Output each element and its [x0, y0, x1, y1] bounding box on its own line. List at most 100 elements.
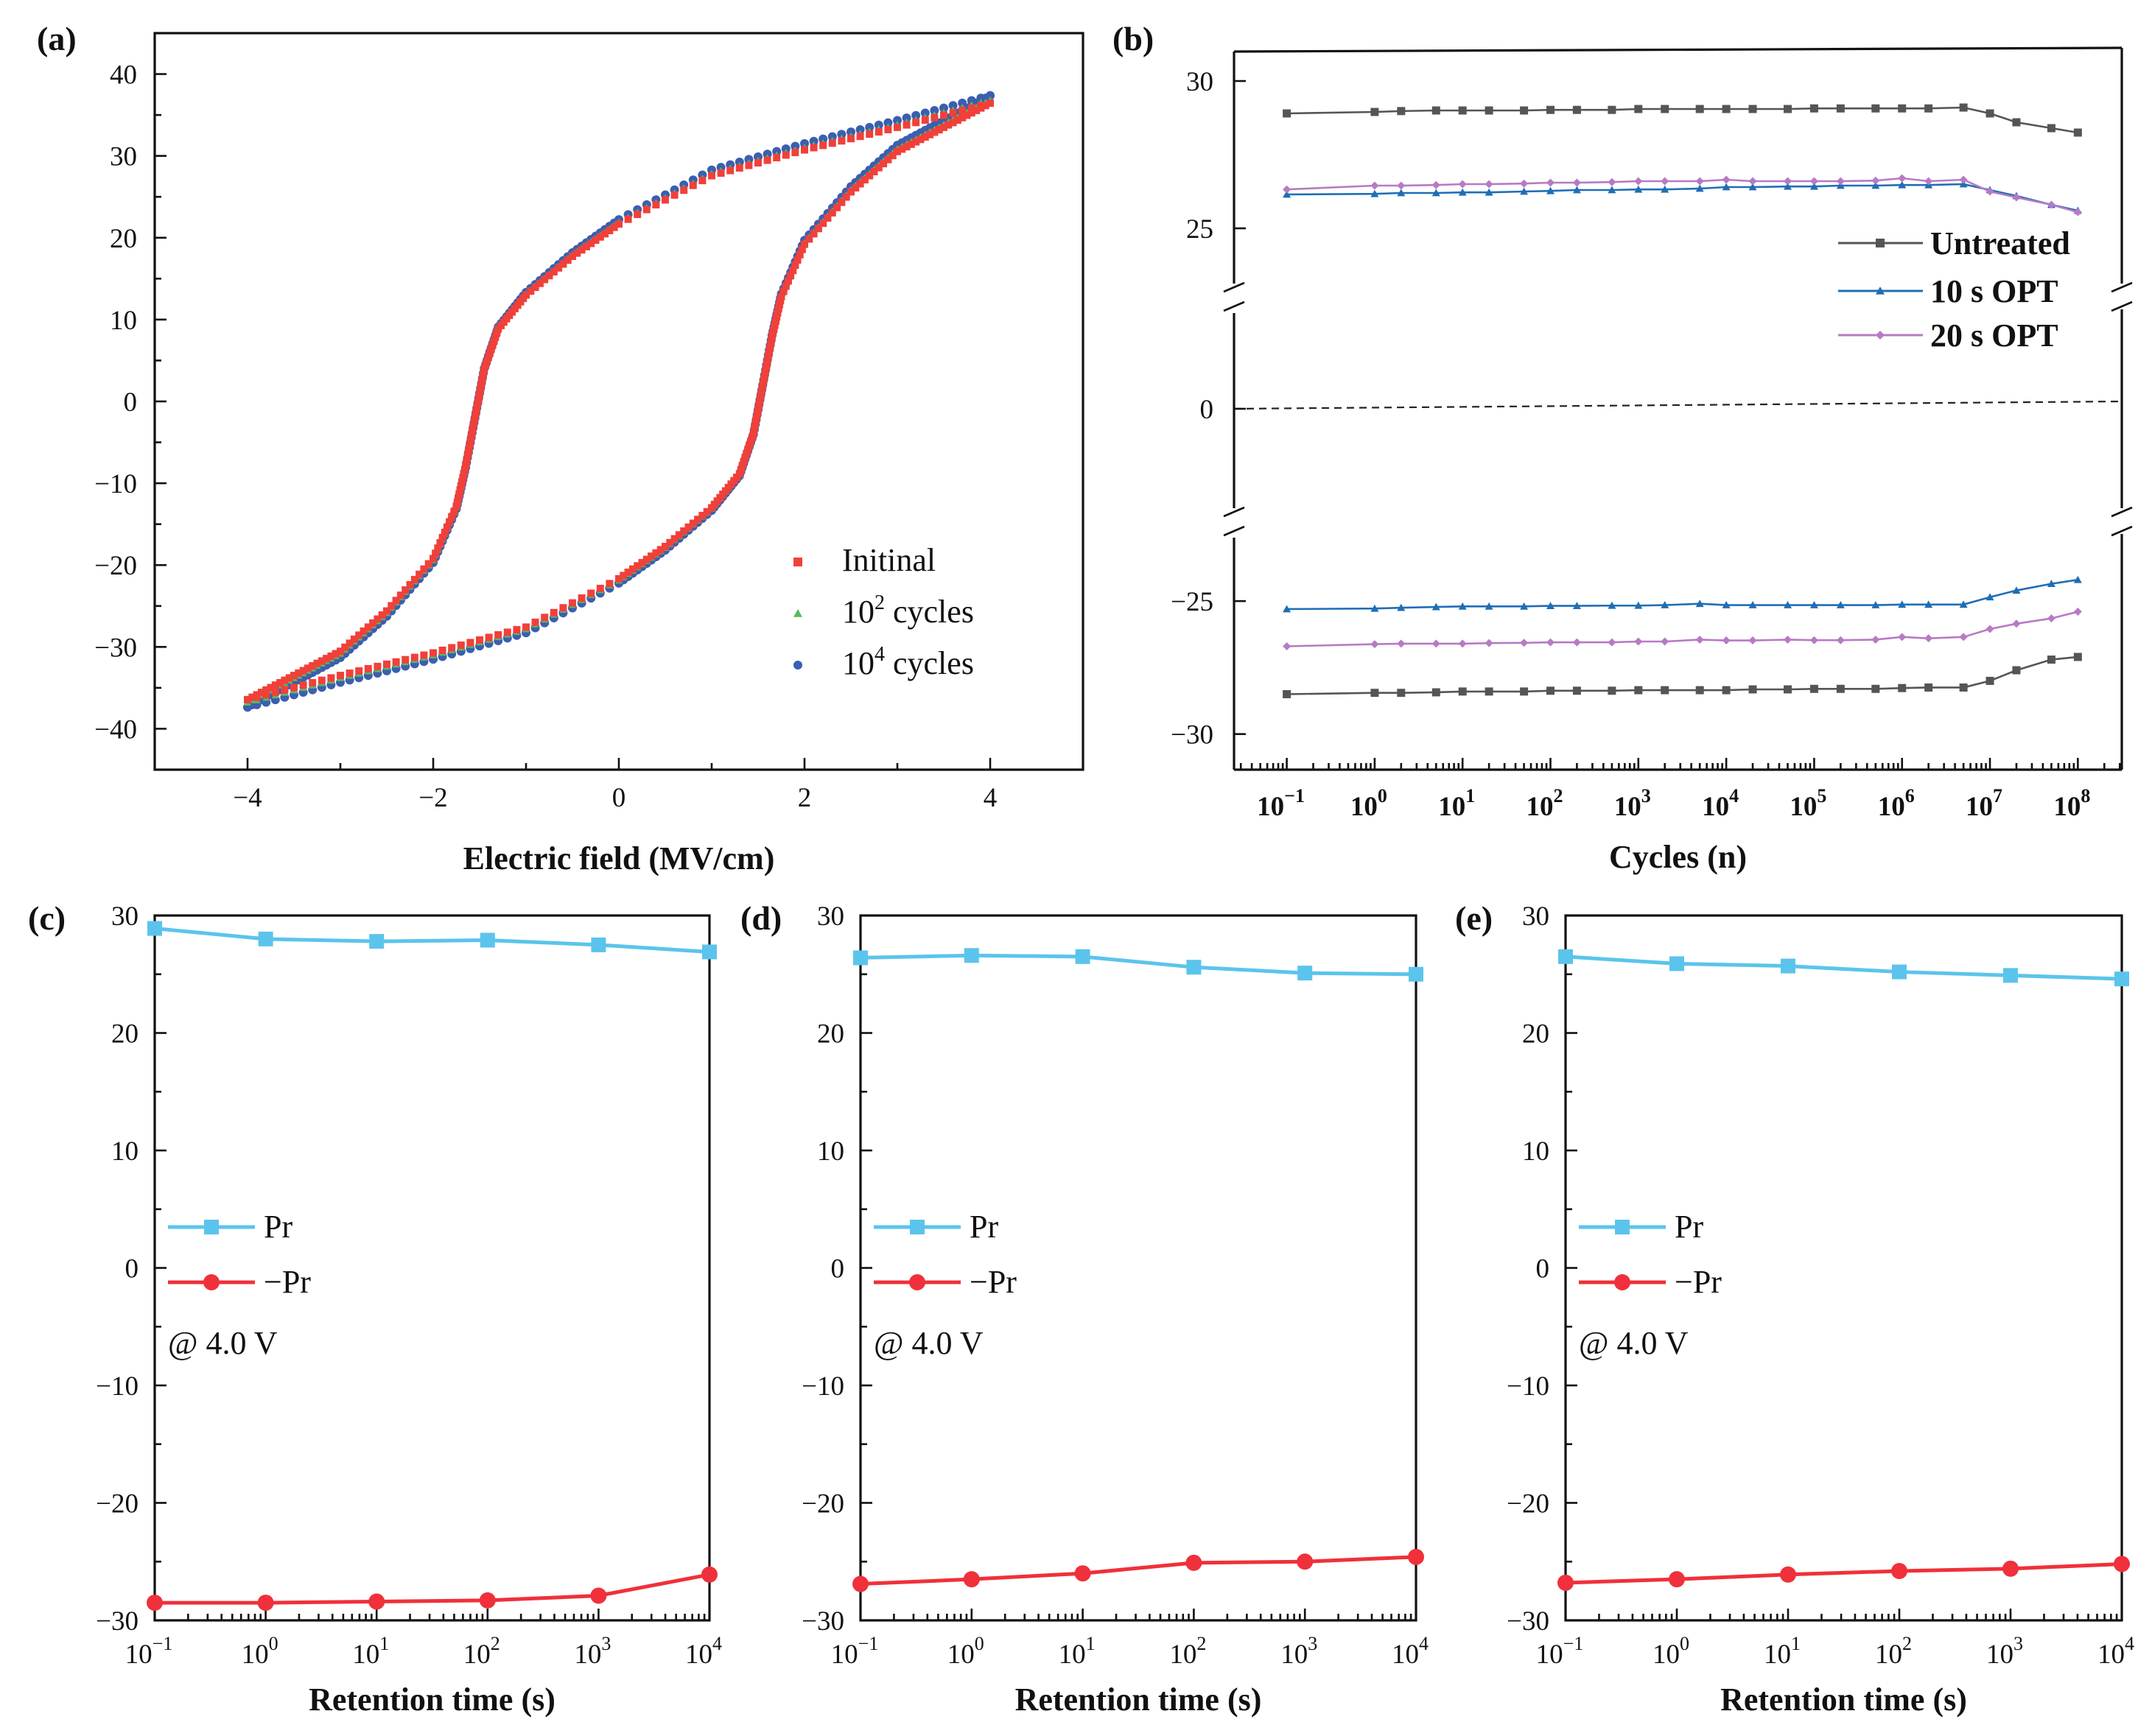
data-point [828, 208, 836, 217]
data-point [940, 123, 947, 131]
data-point [267, 683, 275, 692]
data-point [853, 950, 868, 966]
data-point [791, 141, 800, 151]
data-point [948, 101, 958, 110]
data-point [587, 239, 595, 247]
data-point [1784, 177, 1792, 186]
data-point [964, 948, 979, 963]
data-point [1985, 593, 1994, 601]
data-point [290, 672, 298, 680]
series-line [860, 953, 1417, 977]
x-tick-label: 103 [1614, 785, 1651, 822]
data-point [615, 574, 623, 583]
y-tick-label: 25 [1186, 214, 1213, 245]
data-point [2073, 208, 2082, 217]
data-point [596, 233, 604, 241]
data-point [777, 297, 785, 305]
y-tick-label: −30 [1507, 1606, 1549, 1637]
series-c10000 [243, 91, 995, 712]
data-point [763, 357, 771, 365]
data-point [550, 268, 558, 276]
data-point [1959, 600, 1968, 608]
data-point [894, 147, 901, 155]
data-point [1784, 635, 1792, 644]
data-point [1520, 687, 1529, 696]
data-point [916, 136, 925, 144]
x-tick-label: 104 [685, 1633, 722, 1670]
data-point [856, 180, 864, 188]
data-point [856, 133, 864, 141]
data-point [1485, 602, 1493, 610]
x-tick-label: 102 [463, 1633, 500, 1670]
data-point [559, 604, 567, 612]
y-tick-label: 0 [124, 387, 138, 418]
y-tick-label: 20 [1522, 1019, 1549, 1050]
data-point [285, 674, 293, 682]
data-point [309, 678, 317, 686]
data-point [921, 133, 929, 141]
data-point [1634, 637, 1643, 646]
data-point [1748, 105, 1757, 113]
data-point [1546, 602, 1555, 610]
panel-a: (a)−4 −2 0 2 4−40−30−20−10010203040Electric … [37, 20, 1084, 876]
data-point [2047, 580, 2055, 588]
data-point [299, 681, 307, 689]
data-point [281, 676, 289, 684]
y-tick-label: 30 [817, 902, 844, 932]
data-point [634, 562, 642, 570]
data-point [1661, 105, 1669, 113]
data-point [880, 160, 888, 168]
data-point [1397, 639, 1406, 648]
data-point [1370, 108, 1379, 116]
series-pr [147, 921, 717, 960]
panel-label: (c) [28, 899, 66, 937]
data-point [759, 382, 767, 390]
data-point [1283, 109, 1291, 118]
data-point [967, 104, 975, 112]
data-point [902, 113, 911, 123]
axis-break-mark [2111, 525, 2133, 537]
data-point [782, 282, 790, 290]
y-tick-label: 30 [1522, 902, 1549, 932]
y-tick-label: −30 [802, 1606, 844, 1637]
x-tick-label: 102 [1169, 1633, 1206, 1670]
series-line [1565, 1561, 2123, 1585]
x-tick-label: 107 [1966, 785, 2002, 822]
data-point [448, 644, 456, 652]
data-point [2012, 619, 2021, 628]
data-point [753, 410, 761, 418]
data-point [1661, 601, 1669, 608]
data-point [953, 116, 961, 124]
data-point [473, 404, 481, 412]
series-npr [852, 1548, 1424, 1592]
series-line [155, 1572, 710, 1605]
series-line [1286, 611, 2078, 647]
data-point [257, 689, 265, 697]
data-point [555, 264, 563, 272]
data-point [898, 145, 906, 153]
x-tick-label: 100 [1350, 785, 1387, 822]
legend-label: 10 s OPT [1930, 273, 2058, 309]
legend-marker [204, 1220, 219, 1234]
legend-marker [909, 1274, 925, 1290]
data-point [775, 301, 783, 309]
data-point [1695, 635, 1704, 644]
data-point [1634, 185, 1643, 193]
x-tick-label: 2 [798, 783, 812, 813]
data-point [810, 144, 818, 152]
data-point [935, 126, 943, 134]
data-point [1959, 175, 1968, 184]
data-point [689, 519, 697, 527]
data-point [466, 639, 474, 647]
data-point [1836, 177, 1845, 186]
data-point [527, 287, 535, 295]
data-point [1809, 104, 1818, 113]
data-point [1458, 180, 1467, 189]
data-point [1748, 183, 1757, 191]
legend-marker [1615, 1220, 1630, 1234]
data-point [760, 376, 768, 384]
data-point [698, 511, 707, 519]
data-point [875, 164, 883, 172]
data-point [545, 272, 553, 280]
